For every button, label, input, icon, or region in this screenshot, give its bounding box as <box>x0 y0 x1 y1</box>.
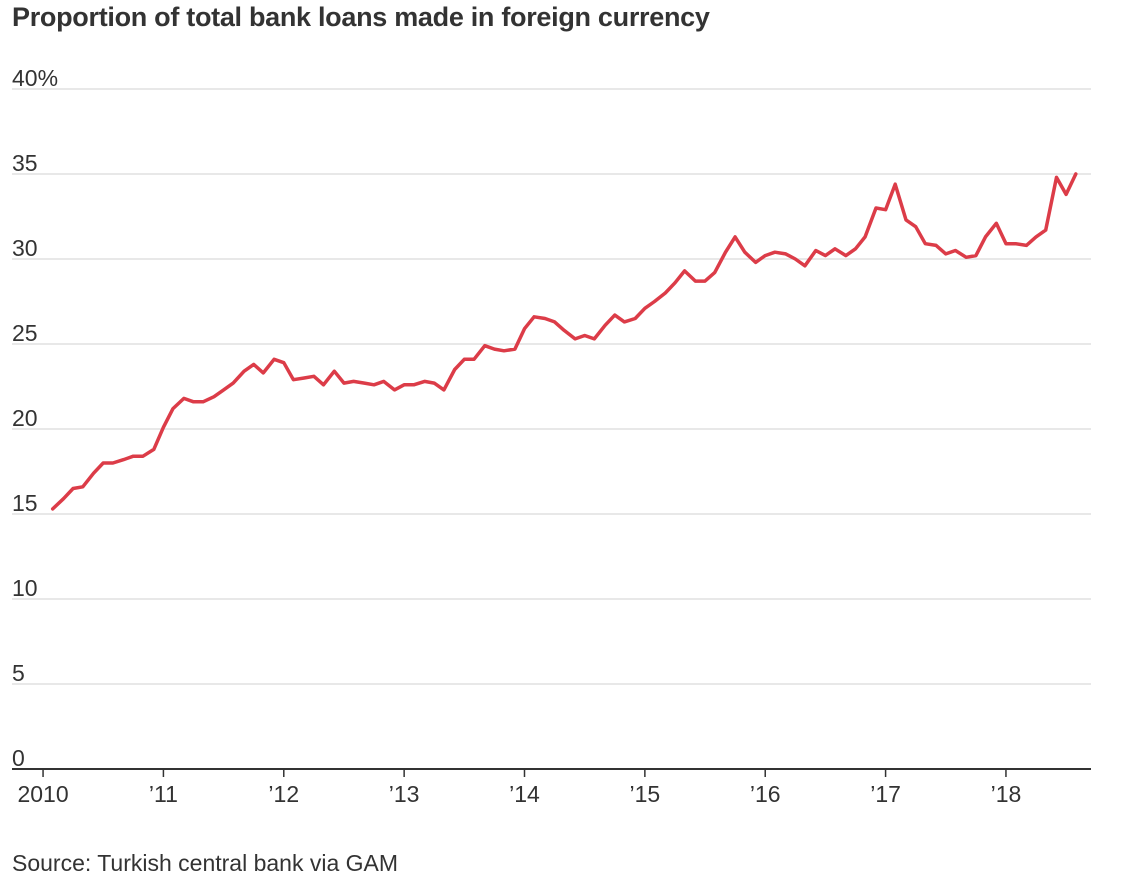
y-axis-labels: 40% 35 30 25 20 15 10 5 0 <box>12 65 58 771</box>
x-tick-label: ’17 <box>870 781 901 807</box>
x-tick-label: 2010 <box>17 781 68 807</box>
gridlines <box>12 88 1091 685</box>
series-line <box>50 172 1078 511</box>
y-tick-label: 25 <box>12 320 38 346</box>
x-tick-label: ’15 <box>630 781 661 807</box>
x-tick-label: ’18 <box>991 781 1022 807</box>
y-tick-label: 40% <box>12 65 58 91</box>
source-note: Source: Turkish central bank via GAM <box>12 850 399 876</box>
x-tick-label: ’16 <box>750 781 781 807</box>
y-tick-label: 0 <box>12 745 25 771</box>
chart-title: Proportion of total bank loans made in f… <box>12 2 710 32</box>
x-tick-label: ’11 <box>149 781 178 807</box>
y-tick-label: 15 <box>12 490 38 516</box>
series-lines <box>50 172 1078 511</box>
y-tick-label: 30 <box>12 235 38 261</box>
x-tick-label: ’12 <box>268 781 299 807</box>
y-tick-label: 5 <box>12 660 25 686</box>
y-tick-label: 20 <box>12 405 38 431</box>
y-tick-label: 10 <box>12 575 38 601</box>
y-tick-label: 35 <box>12 150 38 176</box>
x-tick-label: ’14 <box>509 781 540 807</box>
x-axis: 2010 ’11 ’12 ’13 ’14 ’15 ’16 ’17 ’18 <box>12 768 1091 807</box>
x-tick-label: ’13 <box>389 781 420 807</box>
